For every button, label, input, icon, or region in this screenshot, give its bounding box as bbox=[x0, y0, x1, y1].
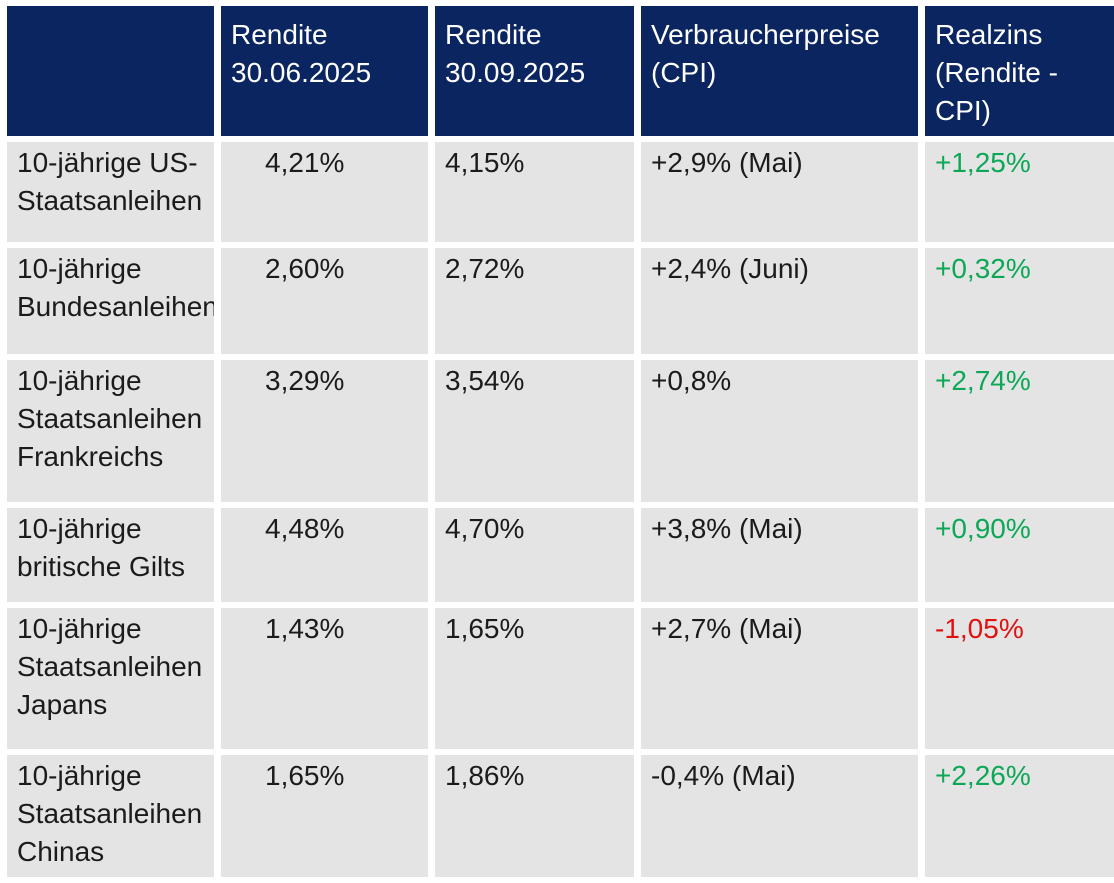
table-body: 10-jährige US- Staatsanleihen 4,21% 4,15… bbox=[7, 142, 1114, 877]
column-header-realzins: Realzins (Rendite - CPI) bbox=[925, 6, 1114, 136]
table-row-frankreich: 10-jährige Staatsanleihen Frankreichs 3,… bbox=[7, 360, 1114, 502]
cell-verbraucherpreise-cpi: -0,4% (Mai) bbox=[641, 755, 918, 877]
cell-rendite-30-06-2025: 2,60% bbox=[221, 248, 428, 354]
cell-realzins: +1,25% bbox=[925, 142, 1114, 242]
row-label: 10-jährige US- Staatsanleihen bbox=[7, 142, 214, 242]
cell-rendite-30-06-2025: 1,65% bbox=[221, 755, 428, 877]
cell-rendite-30-06-2025: 4,21% bbox=[221, 142, 428, 242]
cell-rendite-30-09-2025: 1,86% bbox=[435, 755, 634, 877]
cell-verbraucherpreise-cpi: +0,8% bbox=[641, 360, 918, 502]
row-label: 10-jährige Staatsanleihen Chinas bbox=[7, 755, 214, 877]
cell-realzins: +2,26% bbox=[925, 755, 1114, 877]
table-row-japan: 10-jährige Staatsanleihen Japans 1,43% 1… bbox=[7, 608, 1114, 749]
table-row-us: 10-jährige US- Staatsanleihen 4,21% 4,15… bbox=[7, 142, 1114, 242]
cell-rendite-30-09-2025: 4,70% bbox=[435, 508, 634, 602]
row-label: 10-jährige Staatsanleihen Frankreichs bbox=[7, 360, 214, 502]
cell-rendite-30-06-2025: 4,48% bbox=[221, 508, 428, 602]
cell-rendite-30-06-2025: 1,43% bbox=[221, 608, 428, 749]
column-header-rendite-30-09-2025: Rendite 30.09.2025 bbox=[435, 6, 634, 136]
table-header: Rendite 30.06.2025 Rendite 30.09.2025 Ve… bbox=[7, 6, 1114, 136]
header-row: Rendite 30.06.2025 Rendite 30.09.2025 Ve… bbox=[7, 6, 1114, 136]
cell-verbraucherpreise-cpi: +2,4% (Juni) bbox=[641, 248, 918, 354]
cell-verbraucherpreise-cpi: +2,9% (Mai) bbox=[641, 142, 918, 242]
cell-rendite-30-09-2025: 4,15% bbox=[435, 142, 634, 242]
cell-rendite-30-09-2025: 1,65% bbox=[435, 608, 634, 749]
cell-rendite-30-06-2025: 3,29% bbox=[221, 360, 428, 502]
cell-realzins: -1,05% bbox=[925, 608, 1114, 749]
row-label: 10-jährige britische Gilts bbox=[7, 508, 214, 602]
table-row-bund: 10-jährige Bundesanleihen 2,60% 2,72% +2… bbox=[7, 248, 1114, 354]
cell-realzins: +0,90% bbox=[925, 508, 1114, 602]
cell-realzins: +2,74% bbox=[925, 360, 1114, 502]
cell-rendite-30-09-2025: 3,54% bbox=[435, 360, 634, 502]
cell-verbraucherpreise-cpi: +2,7% (Mai) bbox=[641, 608, 918, 749]
column-header-rendite-30-06-2025: Rendite 30.06.2025 bbox=[221, 6, 428, 136]
table-row-gilts: 10-jährige britische Gilts 4,48% 4,70% +… bbox=[7, 508, 1114, 602]
row-label: 10-jährige Bundesanleihen bbox=[7, 248, 214, 354]
column-header-empty bbox=[7, 6, 214, 136]
cell-rendite-30-09-2025: 2,72% bbox=[435, 248, 634, 354]
cell-realzins: +0,32% bbox=[925, 248, 1114, 354]
table-row-china: 10-jährige Staatsanleihen Chinas 1,65% 1… bbox=[7, 755, 1114, 877]
row-label: 10-jährige Staatsanleihen Japans bbox=[7, 608, 214, 749]
column-header-verbraucherpreise-cpi: Verbraucherpreise (CPI) bbox=[641, 6, 918, 136]
cell-verbraucherpreise-cpi: +3,8% (Mai) bbox=[641, 508, 918, 602]
